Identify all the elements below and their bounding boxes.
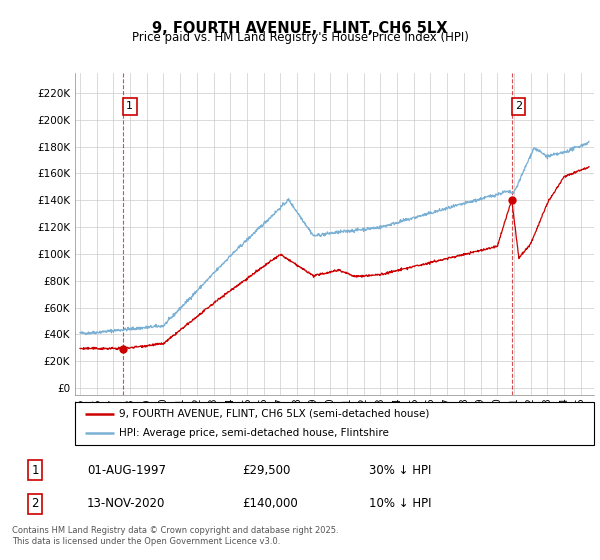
FancyBboxPatch shape — [75, 402, 594, 445]
Text: Contains HM Land Registry data © Crown copyright and database right 2025.
This d: Contains HM Land Registry data © Crown c… — [12, 526, 338, 546]
Text: 30% ↓ HPI: 30% ↓ HPI — [369, 464, 431, 477]
Text: 01-AUG-1997: 01-AUG-1997 — [87, 464, 166, 477]
Text: 1: 1 — [126, 101, 133, 111]
Text: 2: 2 — [31, 497, 39, 511]
Text: 10% ↓ HPI: 10% ↓ HPI — [369, 497, 431, 511]
Text: 9, FOURTH AVENUE, FLINT, CH6 5LX (semi-detached house): 9, FOURTH AVENUE, FLINT, CH6 5LX (semi-d… — [119, 409, 430, 419]
Text: 9, FOURTH AVENUE, FLINT, CH6 5LX: 9, FOURTH AVENUE, FLINT, CH6 5LX — [152, 21, 448, 36]
Text: £29,500: £29,500 — [242, 464, 291, 477]
Text: 1: 1 — [31, 464, 39, 477]
Text: 2: 2 — [515, 101, 522, 111]
Text: HPI: Average price, semi-detached house, Flintshire: HPI: Average price, semi-detached house,… — [119, 428, 389, 438]
Text: Price paid vs. HM Land Registry's House Price Index (HPI): Price paid vs. HM Land Registry's House … — [131, 31, 469, 44]
Text: 13-NOV-2020: 13-NOV-2020 — [87, 497, 165, 511]
Text: £140,000: £140,000 — [242, 497, 298, 511]
